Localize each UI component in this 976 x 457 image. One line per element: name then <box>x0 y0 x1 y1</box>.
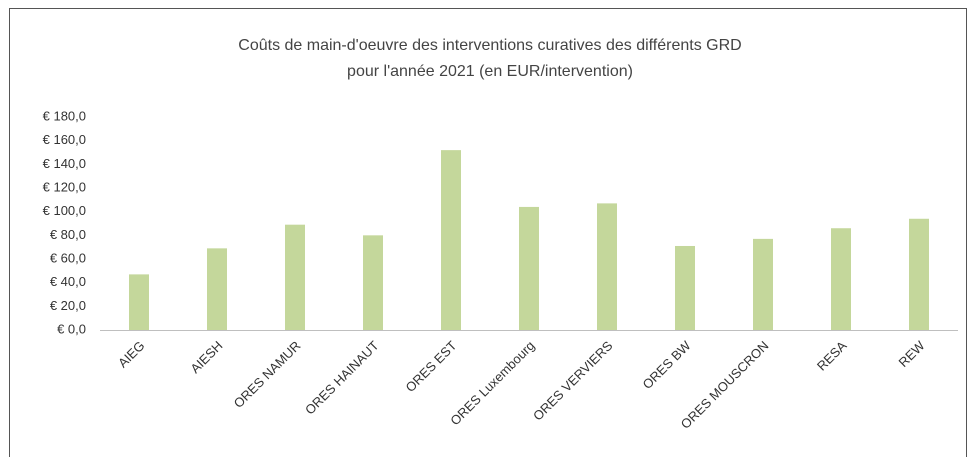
y-tick-label: € 60,0 <box>50 250 86 265</box>
x-tick-label: ORES EST <box>402 338 459 395</box>
y-tick-label: € 0,0 <box>57 321 86 336</box>
bar <box>909 218 929 330</box>
y-tick-label: € 120,0 <box>43 179 86 194</box>
bar <box>363 235 383 330</box>
x-tick-label: ORES Luxembourg <box>447 338 537 428</box>
y-tick-label: € 180,0 <box>43 108 86 123</box>
x-tick-label: RESA <box>814 338 850 374</box>
bar <box>597 203 617 330</box>
chart-title: pour l'année 2021 (en EUR/intervention) <box>347 63 633 80</box>
x-tick-label: REW <box>895 337 928 370</box>
bar <box>129 274 149 330</box>
x-tick-label: ORES VERVIERS <box>530 338 616 424</box>
y-tick-label: € 140,0 <box>43 156 86 171</box>
x-tick-label: AIEG <box>115 338 148 371</box>
y-tick-label: € 100,0 <box>43 203 86 218</box>
bar <box>285 224 305 330</box>
y-tick-label: € 20,0 <box>50 298 86 313</box>
x-tick-label: AIESH <box>187 338 225 376</box>
bar <box>441 150 461 330</box>
x-tick-label: ORES HAINAUT <box>302 338 382 418</box>
y-tick-label: € 80,0 <box>50 227 86 242</box>
x-tick-label: ORES BW <box>640 337 695 392</box>
chart-title: Coûts de main-d'oeuvre des interventions… <box>238 37 741 54</box>
x-tick-label: ORES MOUSCRON <box>678 338 772 432</box>
y-tick-label: € 160,0 <box>43 132 86 147</box>
bar <box>753 238 773 330</box>
bar <box>519 206 539 330</box>
bar <box>831 228 851 330</box>
x-tick-label: ORES NAMUR <box>231 338 304 411</box>
bar <box>675 245 695 330</box>
bar <box>207 248 227 330</box>
y-tick-label: € 40,0 <box>50 274 86 289</box>
